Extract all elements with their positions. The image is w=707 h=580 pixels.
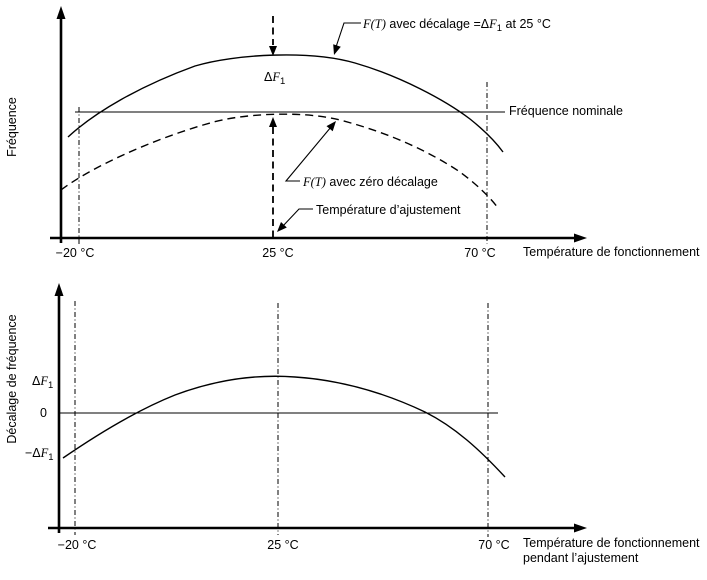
top-tick-minus20: −20 °C	[56, 246, 95, 260]
legend-offset-label: F(T) avec décalage =ΔF1 at 25 °C	[362, 17, 551, 34]
y-tick-plus-delta-f1: ΔF1	[32, 374, 53, 391]
legend-zero-pointer	[284, 126, 332, 182]
legend-zero-label: F(T) avec zéro décalage	[302, 175, 438, 189]
curve-with-offset	[67, 54, 504, 153]
top-tick-70: 70 °C	[464, 246, 495, 260]
frequency-offset-curve	[62, 375, 506, 478]
bottom-tick-minus20: −20 °C	[58, 538, 97, 552]
delta-f1-label: ΔF1	[264, 70, 285, 87]
up-arrowhead-icon	[56, 6, 66, 19]
top-chart: Fréquence Température de fonctionnement …	[5, 6, 700, 260]
nominal-frequency-label: Fréquence nominale	[509, 104, 623, 118]
adjustment-temp-arrowhead-icon	[277, 222, 287, 232]
bottom-tick-25: 25 °C	[267, 538, 298, 552]
top-tick-25: 25 °C	[262, 246, 293, 260]
bottom-x-axis-label-line2: pendant l’ajustement	[523, 551, 639, 565]
y-tick-zero: 0	[40, 406, 47, 420]
adjustment-temp-label: Température d’ajustement	[316, 203, 461, 217]
up-arrowhead-icon	[269, 117, 277, 127]
y-tick-minus-delta-f1: −ΔF1	[25, 446, 54, 463]
legend-offset-arrowhead-icon	[333, 44, 341, 55]
adjustment-temp-pointer	[281, 208, 313, 228]
bottom-x-axis-label-line1: Température de fonctionnement	[523, 536, 700, 550]
legend-zero-arrowhead-icon	[326, 121, 336, 132]
top-y-axis-label: Fréquence	[5, 97, 19, 157]
bottom-tick-70: 70 °C	[478, 538, 509, 552]
bottom-y-axis-label: Décalage de fréquence	[5, 314, 19, 443]
legend-offset-pointer	[334, 22, 361, 51]
top-x-axis-label: Température de fonctionnement	[523, 245, 700, 259]
up-arrowhead-icon	[54, 283, 64, 296]
right-arrowhead-icon	[574, 233, 587, 243]
right-arrowhead-icon	[574, 523, 587, 533]
bottom-chart: Décalage de fréquence ΔF1 0 −ΔF1 −20 °C …	[5, 283, 700, 565]
down-arrowhead-icon	[269, 46, 277, 56]
curve-zero-offset	[60, 113, 499, 209]
